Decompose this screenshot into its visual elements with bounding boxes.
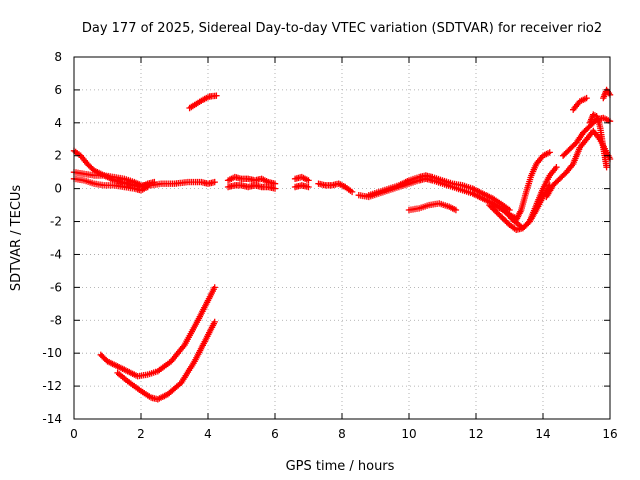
series-markers — [586, 111, 610, 171]
x-tick-label: 2 — [137, 427, 145, 441]
x-tick-label: 14 — [535, 427, 550, 441]
series-s20 — [586, 111, 610, 171]
series-markers — [224, 173, 279, 187]
x-tick-label: 4 — [204, 427, 212, 441]
y-tick-label: 4 — [54, 116, 62, 130]
y-tick-label: -6 — [50, 280, 62, 294]
y-tick-label: 8 — [54, 50, 62, 64]
y-axis-title: SDTVAR / TECUs — [9, 185, 24, 292]
x-tick-label: 8 — [338, 427, 346, 441]
series-markers — [365, 172, 513, 214]
series-s7 — [224, 173, 279, 187]
series-markers — [291, 182, 312, 191]
series-markers — [499, 164, 560, 232]
series-s6 — [114, 318, 218, 403]
series-s18 — [543, 127, 614, 201]
x-tick-label: 12 — [468, 427, 483, 441]
series-markers — [570, 94, 590, 113]
y-tick-label: -2 — [50, 215, 62, 229]
series-s5 — [97, 284, 218, 380]
x-axis-title: GPS time / hours — [286, 459, 395, 474]
y-tick-label: -4 — [50, 247, 62, 261]
series-s14 — [405, 200, 460, 214]
grid-lines — [74, 57, 610, 419]
series-s10 — [291, 182, 312, 191]
series-markers — [405, 200, 460, 214]
series-markers — [600, 86, 614, 102]
x-tick-label: 10 — [401, 427, 416, 441]
series-markers — [315, 180, 356, 196]
series-s9 — [291, 173, 312, 184]
series-s11 — [315, 180, 356, 196]
y-tick-label: 6 — [54, 83, 62, 97]
y-tick-label: -10 — [42, 346, 62, 360]
series-s17 — [499, 164, 560, 232]
y-tick-label: -8 — [50, 313, 62, 327]
y-tick-label: -12 — [42, 379, 62, 393]
series-s13 — [365, 172, 513, 214]
series-markers — [291, 173, 312, 184]
data-markers — [70, 86, 614, 403]
series-markers — [114, 318, 218, 403]
y-tick-label: 2 — [54, 149, 62, 163]
chart-title: Day 177 of 2025, Sidereal Day-to-day VTE… — [82, 21, 602, 36]
y-tick-label: -14 — [42, 412, 62, 426]
x-tick-label: 6 — [271, 427, 279, 441]
series-s22 — [600, 86, 614, 102]
series-markers — [186, 92, 220, 112]
series-s21 — [570, 94, 590, 113]
series-s4 — [186, 92, 220, 112]
series-markers — [224, 182, 279, 192]
x-tick-label: 16 — [602, 427, 617, 441]
x-tick-label: 0 — [70, 427, 78, 441]
axis-ticks: 0 2 4 6 8 10 12 14 16 -14 -12 -10 -8 -6 -4 -2 0 2 4 6 8 — [42, 50, 617, 441]
series-markers — [543, 127, 614, 201]
series-s8 — [224, 182, 279, 192]
y-tick-label: 0 — [54, 182, 62, 196]
series-markers — [97, 284, 218, 380]
